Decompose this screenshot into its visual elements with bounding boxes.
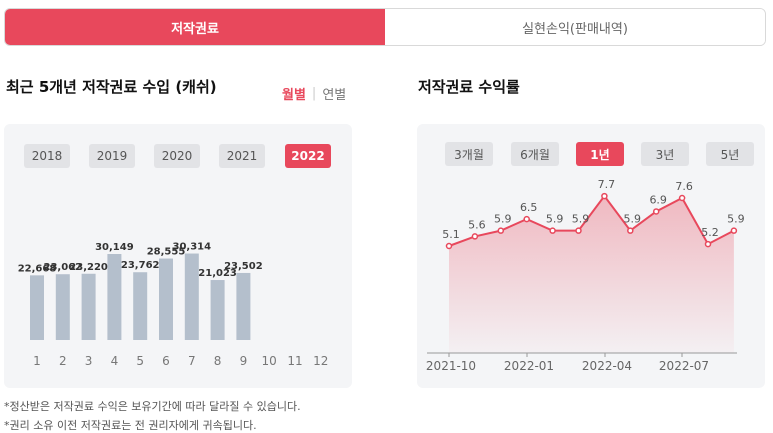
bar-value-label: 23,220 (69, 262, 108, 273)
yield-area-chart: 5.1 5.6 5.9 6.5 5.9 5.9 7.7 5.9 6.9 7.6 5.2 5.9 2021… (426, 178, 745, 373)
yield-chart-panel: 3개월 6개월 1년 3년 5년 5.1 5.6 5.9 6.5 5.9 5.9 7.7 5.… (417, 124, 765, 388)
data-point (678, 194, 686, 202)
bar (55, 274, 70, 340)
bar-value-label: 30,149 (95, 242, 134, 253)
bar (236, 272, 251, 340)
year-button-2021[interactable]: 2021 (219, 144, 265, 168)
period-button-3y[interactable]: 3년 (641, 142, 689, 166)
x-tick-label: 3 (85, 354, 93, 368)
point-label: 7.6 (675, 180, 693, 193)
period-button-3m[interactable]: 3개월 (445, 142, 493, 166)
data-point (627, 227, 634, 234)
bar-value-label: 23,502 (224, 261, 263, 272)
x-tick-label: 2021-10 (426, 359, 476, 373)
data-point (730, 227, 738, 234)
point-label: 5.2 (701, 226, 719, 239)
bar (30, 275, 44, 340)
year-button-2022[interactable]: 2022 (285, 144, 331, 168)
point-label: 6.5 (520, 201, 538, 214)
yearly-toggle[interactable]: 연별 (322, 88, 347, 103)
x-tick-label: 11 (287, 354, 302, 368)
data-point (523, 215, 530, 223)
x-tick-label: 6 (162, 354, 170, 368)
data-point (549, 227, 556, 234)
footnote-settlement: *정산받은 저작권료 수익은 보유기간에 따라 달라질 수 있습니다. (4, 400, 301, 413)
x-tick-label: 12 (313, 354, 328, 368)
x-tick-label: 8 (214, 354, 222, 368)
monthly-toggle[interactable]: 월별 (282, 88, 306, 103)
year-button-2020[interactable]: 2020 (154, 144, 200, 168)
x-tick-label: 5 (136, 354, 144, 368)
bar-value-label: 28,555 (147, 247, 186, 258)
data-point (575, 227, 582, 234)
period-button-1y[interactable]: 1년 (576, 142, 624, 166)
bar (133, 272, 148, 340)
point-label: 5.6 (468, 218, 486, 231)
tab-copyright-fee[interactable]: 저작권료 (5, 9, 385, 45)
period-toggle: 월별 | 연별 (282, 84, 346, 103)
bar (81, 273, 96, 340)
point-label: 5.9 (624, 213, 642, 226)
x-tick-label: 2 (59, 354, 67, 368)
bar-value-label: 22,668 (18, 263, 57, 274)
x-tick-label: 2022-07 (659, 359, 709, 373)
x-tick-label: 9 (240, 354, 248, 368)
period-button-6m[interactable]: 6개월 (511, 142, 559, 166)
data-point (471, 233, 479, 240)
x-tick-label: 2022-01 (504, 359, 554, 373)
x-tick-label: 4 (111, 354, 119, 368)
data-point (704, 240, 712, 248)
bar-value-label: 21,023 (198, 268, 237, 279)
point-label: 5.9 (494, 213, 512, 226)
point-label: 5.1 (442, 228, 460, 241)
x-tick-label: 1 (33, 354, 41, 368)
yield-section-title: 저작권료 수익률 (418, 78, 520, 96)
point-label: 5.9 (572, 213, 590, 226)
toggle-divider: | (311, 86, 317, 101)
tab-realized-profit[interactable]: 실현손익(판매내역) (385, 9, 765, 45)
bar (107, 254, 122, 340)
area-fill (449, 196, 734, 353)
data-point (601, 192, 608, 200)
income-section-title: 최근 5개년 저작권료 수입 (캐쉬) (6, 78, 217, 96)
bar (159, 258, 173, 340)
x-tick-label: 7 (188, 354, 196, 368)
bar-value-label: 30,314 (173, 242, 212, 253)
bar (184, 253, 199, 340)
yield-line (448, 194, 735, 247)
income-bar-chart: 22,668 1 23,062 2 23,220 3 30,149 4 23,762 5 28,55… (18, 242, 329, 368)
footnote-rights: *권리 소유 이전 저작권료는 전 권리자에게 귀속됩니다. (4, 419, 257, 432)
bar-value-label: 23,762 (121, 260, 160, 271)
x-tick-label: 10 (262, 354, 277, 368)
bar (210, 280, 225, 340)
point-label: 5.9 (546, 213, 564, 226)
bar-value-label: 23,062 (44, 262, 83, 273)
data-point (652, 208, 660, 215)
point-label: 7.7 (598, 178, 616, 191)
point-label: 6.9 (649, 193, 667, 206)
point-label: 5.9 (727, 213, 745, 226)
year-button-2019[interactable]: 2019 (89, 144, 135, 168)
income-chart-panel: 2018 2019 2020 2021 2022 22,668 1 23,062 2 2… (4, 124, 352, 388)
tab-bar: 저작권료 실현손익(판매내역) (4, 8, 766, 46)
data-point (497, 227, 505, 234)
x-tick-label: 2022-04 (582, 359, 632, 373)
period-button-5y[interactable]: 5년 (706, 142, 754, 166)
data-point (445, 242, 453, 250)
year-button-2018[interactable]: 2018 (24, 144, 70, 168)
